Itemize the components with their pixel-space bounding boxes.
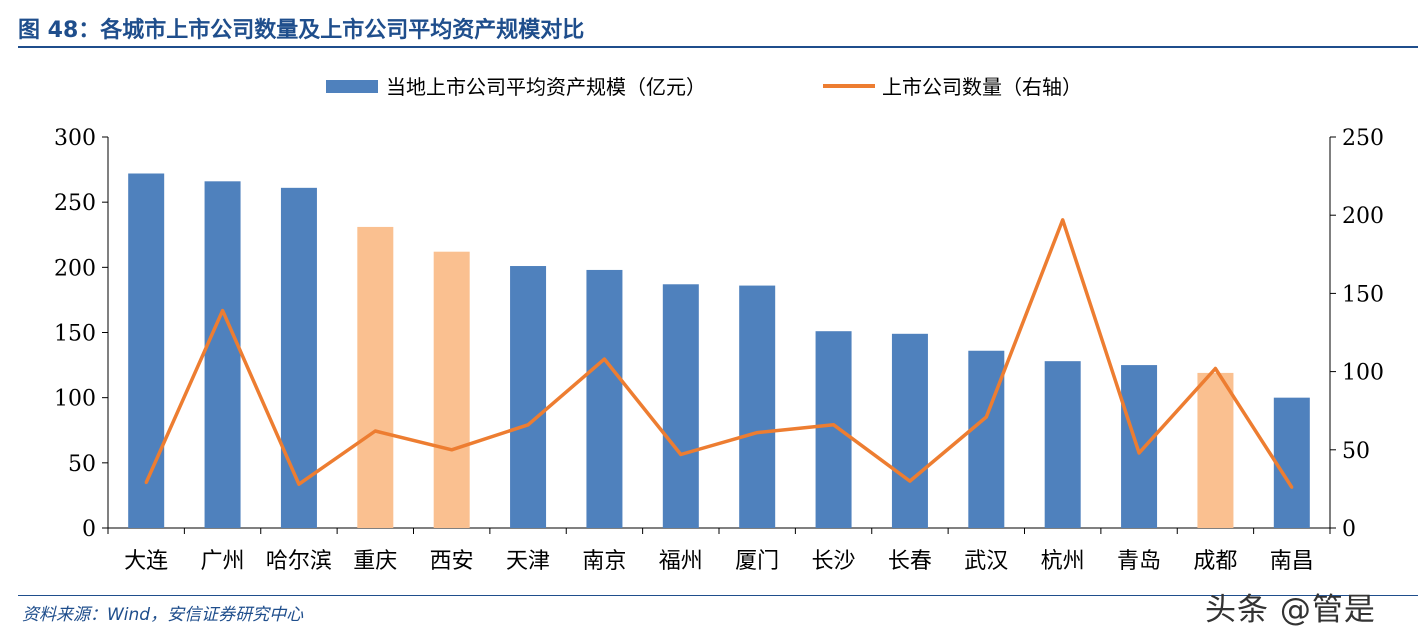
figure-title: 图 48：各城市上市公司数量及上市公司平均资产规模对比 — [18, 18, 585, 43]
left-tick-label: 100 — [54, 387, 96, 412]
left-tick-label: 50 — [68, 452, 96, 477]
x-tick-label: 南昌 — [1270, 549, 1314, 574]
bar — [739, 285, 776, 528]
line-point — [1061, 218, 1065, 222]
line-point — [221, 309, 225, 313]
x-tick-label: 广州 — [201, 549, 245, 574]
bar — [586, 269, 623, 528]
right-tick-label: 0 — [1342, 517, 1356, 542]
line-point — [1137, 451, 1141, 455]
right-tick-label: 50 — [1342, 439, 1370, 464]
x-tick-label: 武汉 — [964, 549, 1008, 574]
chart-axes: 0 50 100 150 200 250 300 0 50 100 150 200 250 — [54, 126, 1384, 542]
line-point — [832, 423, 836, 427]
right-tick-label: 250 — [1342, 126, 1384, 151]
left-tick-label: 0 — [82, 517, 96, 542]
title-divider — [18, 46, 1418, 48]
bar — [1197, 372, 1234, 528]
left-tick-label: 300 — [54, 126, 96, 151]
count-line — [144, 218, 1294, 489]
x-tick-label: 西安 — [430, 549, 474, 574]
bar — [1273, 397, 1310, 528]
x-tick-label: 杭州 — [1041, 549, 1085, 574]
line-series — [144, 218, 1294, 489]
line-point — [1290, 485, 1294, 489]
x-tick-label: 成都 — [1193, 549, 1237, 574]
line-point — [679, 452, 683, 456]
bar — [128, 173, 165, 528]
line-point — [755, 431, 759, 435]
left-tick-label: 250 — [54, 191, 96, 216]
x-tick-label: 哈尔滨 — [266, 549, 332, 574]
line-point — [450, 448, 454, 452]
line-point — [984, 415, 988, 419]
x-tick-label: 青岛 — [1117, 549, 1161, 574]
legend-label-line: 上市公司数量（右轴） — [882, 75, 1082, 99]
x-tick-label: 长春 — [888, 549, 932, 574]
x-axis-labels: 大连 广州 哈尔滨 重庆 西安 天津 南京 福州 厦门 长沙 长春 武汉 杭州 青岛 成都 南昌 — [124, 549, 1314, 574]
x-tick-label: 南京 — [582, 549, 626, 574]
right-tick-label: 200 — [1342, 204, 1384, 229]
bar — [891, 333, 928, 528]
watermark: 头条 @管是 — [1205, 592, 1376, 628]
bar — [1044, 361, 1081, 528]
source-note: 资料来源：Wind，安信证券研究中心 — [22, 605, 304, 625]
bar — [204, 181, 241, 528]
bar — [662, 284, 699, 528]
x-tick-label: 福州 — [659, 549, 703, 574]
bar — [1121, 365, 1158, 528]
source-divider — [18, 595, 1418, 596]
line-point — [526, 423, 530, 427]
left-tick-label: 150 — [54, 322, 96, 347]
line-point — [602, 357, 606, 361]
bar — [815, 331, 852, 528]
x-tick-label: 重庆 — [353, 549, 397, 574]
legend-swatch-bar — [326, 80, 378, 93]
left-tick-label: 200 — [54, 256, 96, 281]
right-tick-label: 150 — [1342, 282, 1384, 307]
bar-series — [128, 173, 1310, 528]
x-tick-label: 长沙 — [812, 549, 856, 574]
x-tick-label: 天津 — [506, 549, 550, 574]
line-point — [373, 429, 377, 433]
line-point — [1213, 366, 1217, 370]
legend-label-bar: 当地上市公司平均资产规模（亿元） — [386, 75, 706, 99]
bar — [280, 187, 317, 528]
line-point — [297, 482, 301, 486]
x-tick-label: 厦门 — [735, 549, 779, 574]
bar — [968, 350, 1005, 528]
x-tick-label: 大连 — [124, 549, 168, 574]
line-point — [144, 481, 148, 485]
bar — [510, 266, 547, 528]
line-point — [908, 479, 912, 483]
chart-legend: 当地上市公司平均资产规模（亿元） 上市公司数量（右轴） — [326, 75, 1082, 99]
bar — [357, 226, 394, 528]
right-tick-label: 100 — [1342, 361, 1384, 386]
bar — [433, 251, 470, 528]
